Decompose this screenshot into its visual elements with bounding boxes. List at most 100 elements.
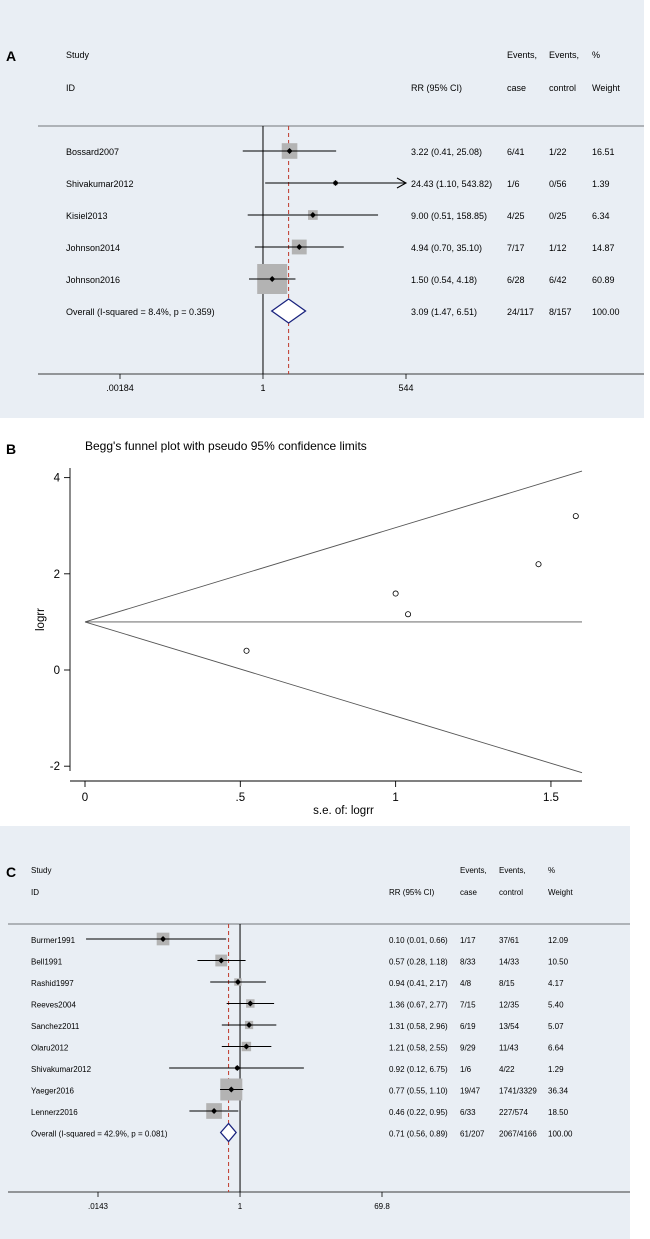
point-estimate xyxy=(286,148,293,154)
study-name: Olaru2012 xyxy=(31,1044,69,1053)
rr-value: 3.22 (0.41, 25.08) xyxy=(411,147,482,157)
header-rr: RR (95% CI) xyxy=(411,83,462,93)
header-events-control-top: Events, xyxy=(549,50,579,60)
header-study: Study xyxy=(31,866,51,875)
weight-value: 4.17 xyxy=(548,979,564,988)
events-control: 12/35 xyxy=(499,1001,520,1010)
header-events-case-top: Events, xyxy=(507,50,537,60)
overall-label: Overall (I-squared = 42.9%, p = 0.081) xyxy=(31,1130,168,1139)
study-point xyxy=(405,611,412,618)
x-axis-title: s.e. of: logrr xyxy=(313,805,374,817)
study-point xyxy=(572,513,579,520)
events-case: 6/28 xyxy=(507,275,525,285)
header-study: Study xyxy=(66,50,90,60)
study-name: Rashid1997 xyxy=(31,979,74,988)
weight-value: 5.07 xyxy=(548,1022,564,1031)
x-tick-label: .5 xyxy=(236,792,246,804)
study-name: Johnson2014 xyxy=(66,243,120,253)
overall-diamond xyxy=(219,1122,237,1143)
y-tick-label: 0 xyxy=(54,665,60,677)
overall-events-control: 8/157 xyxy=(549,307,572,317)
panel-a-forest-plot: A Study ID RR (95% CI) Events, case Events, co… xyxy=(0,0,644,418)
rr-value: 0.94 (0.41, 2.17) xyxy=(389,979,448,988)
events-control: 4/22 xyxy=(499,1065,515,1074)
point-estimate xyxy=(332,180,339,186)
rr-value: 0.57 (0.28, 1.18) xyxy=(389,958,448,967)
events-case: 6/19 xyxy=(460,1022,476,1031)
study-point xyxy=(535,561,542,568)
study-name: Bell1991 xyxy=(31,958,63,967)
y-tick-label: 2 xyxy=(54,569,60,581)
header-weight-top: % xyxy=(592,50,600,60)
point-estimate xyxy=(234,1065,241,1071)
events-control: 37/61 xyxy=(499,936,520,945)
study-name: Lennerz2016 xyxy=(31,1108,78,1117)
x-tick-label: 1.5 xyxy=(543,792,559,804)
events-case: 19/47 xyxy=(460,1087,481,1096)
header-events-control-bottom: control xyxy=(499,888,523,897)
events-control: 1/12 xyxy=(549,243,567,253)
point-estimate xyxy=(218,957,225,964)
weight-value: 16.51 xyxy=(592,147,615,157)
x-tick-label: 69.8 xyxy=(374,1202,390,1211)
weight-value: 6.34 xyxy=(592,211,610,221)
rr-value: 0.10 (0.01, 0.66) xyxy=(389,936,448,945)
ci-arrow xyxy=(396,177,408,189)
rr-value: 0.77 (0.55, 1.10) xyxy=(389,1087,448,1096)
rr-value: 1.50 (0.54, 4.18) xyxy=(411,275,477,285)
panel-b-funnel-plot: B Begg's funnel plot with pseudo 95% con… xyxy=(0,428,650,824)
header-events-control-bottom: control xyxy=(549,83,576,93)
overall-weight: 100.00 xyxy=(592,307,620,317)
header-weight-bottom: Weight xyxy=(592,83,620,93)
study-name: Johnson2016 xyxy=(66,275,120,285)
rr-value: 0.46 (0.22, 0.95) xyxy=(389,1108,448,1117)
panel-label-c: C xyxy=(6,864,17,880)
events-control: 1/22 xyxy=(549,147,567,157)
study-name: Yaeger2016 xyxy=(31,1087,75,1096)
study-name: Bossard2007 xyxy=(66,147,119,157)
overall-diamond xyxy=(270,298,307,324)
weight-value: 14.87 xyxy=(592,243,615,253)
x-tick-label: 1 xyxy=(392,792,398,804)
funnel-title: Begg's funnel plot with pseudo 95% confi… xyxy=(85,439,367,453)
point-estimate xyxy=(211,1108,218,1114)
events-case: 9/29 xyxy=(460,1044,476,1053)
overall-events-case: 61/207 xyxy=(460,1130,485,1139)
events-control: 227/574 xyxy=(499,1108,528,1117)
x-tick-label: .0143 xyxy=(88,1202,109,1211)
lower-confidence-limit xyxy=(84,621,583,774)
header-rr: RR (95% CI) xyxy=(389,888,435,897)
rr-value: 1.21 (0.58, 2.55) xyxy=(389,1044,448,1053)
events-control: 13/54 xyxy=(499,1022,520,1031)
events-control: 8/15 xyxy=(499,979,515,988)
point-estimate xyxy=(246,1022,253,1028)
study-name: Kisiel2013 xyxy=(66,211,108,221)
weight-value: 1.29 xyxy=(548,1065,564,1074)
point-estimate xyxy=(296,244,303,250)
events-control: 1741/3329 xyxy=(499,1087,537,1096)
header-weight-bottom: Weight xyxy=(548,888,574,897)
y-tick-label: 4 xyxy=(54,473,61,485)
rr-value: 4.94 (0.70, 35.10) xyxy=(411,243,482,253)
overall-rr-value: 3.09 (1.47, 6.51) xyxy=(411,307,477,317)
events-case: 6/41 xyxy=(507,147,525,157)
y-tick-label: -2 xyxy=(50,761,60,773)
study-point xyxy=(243,647,250,654)
panel-label-a: A xyxy=(6,48,17,64)
rr-value: 1.31 (0.58, 2.96) xyxy=(389,1022,448,1031)
rr-value: 9.00 (0.51, 158.85) xyxy=(411,211,487,221)
x-tick-label: 544 xyxy=(398,383,413,393)
header-id: ID xyxy=(66,83,76,93)
events-control: 6/42 xyxy=(549,275,567,285)
events-control: 0/56 xyxy=(549,179,567,189)
point-estimate xyxy=(269,276,276,282)
forest-plot-c-svg: Study ID RR (95% CI) Events, case Events, cont… xyxy=(8,866,630,1211)
events-case: 1/6 xyxy=(507,179,520,189)
overall-rr-value: 0.71 (0.56, 0.89) xyxy=(389,1130,448,1139)
panel-label-b: B xyxy=(6,441,17,457)
rr-value: 1.36 (0.67, 2.77) xyxy=(389,1001,448,1010)
point-estimate xyxy=(160,936,167,942)
point-estimate xyxy=(247,1000,254,1007)
events-control: 11/43 xyxy=(499,1044,519,1053)
header-events-control-top: Events, xyxy=(499,866,526,875)
